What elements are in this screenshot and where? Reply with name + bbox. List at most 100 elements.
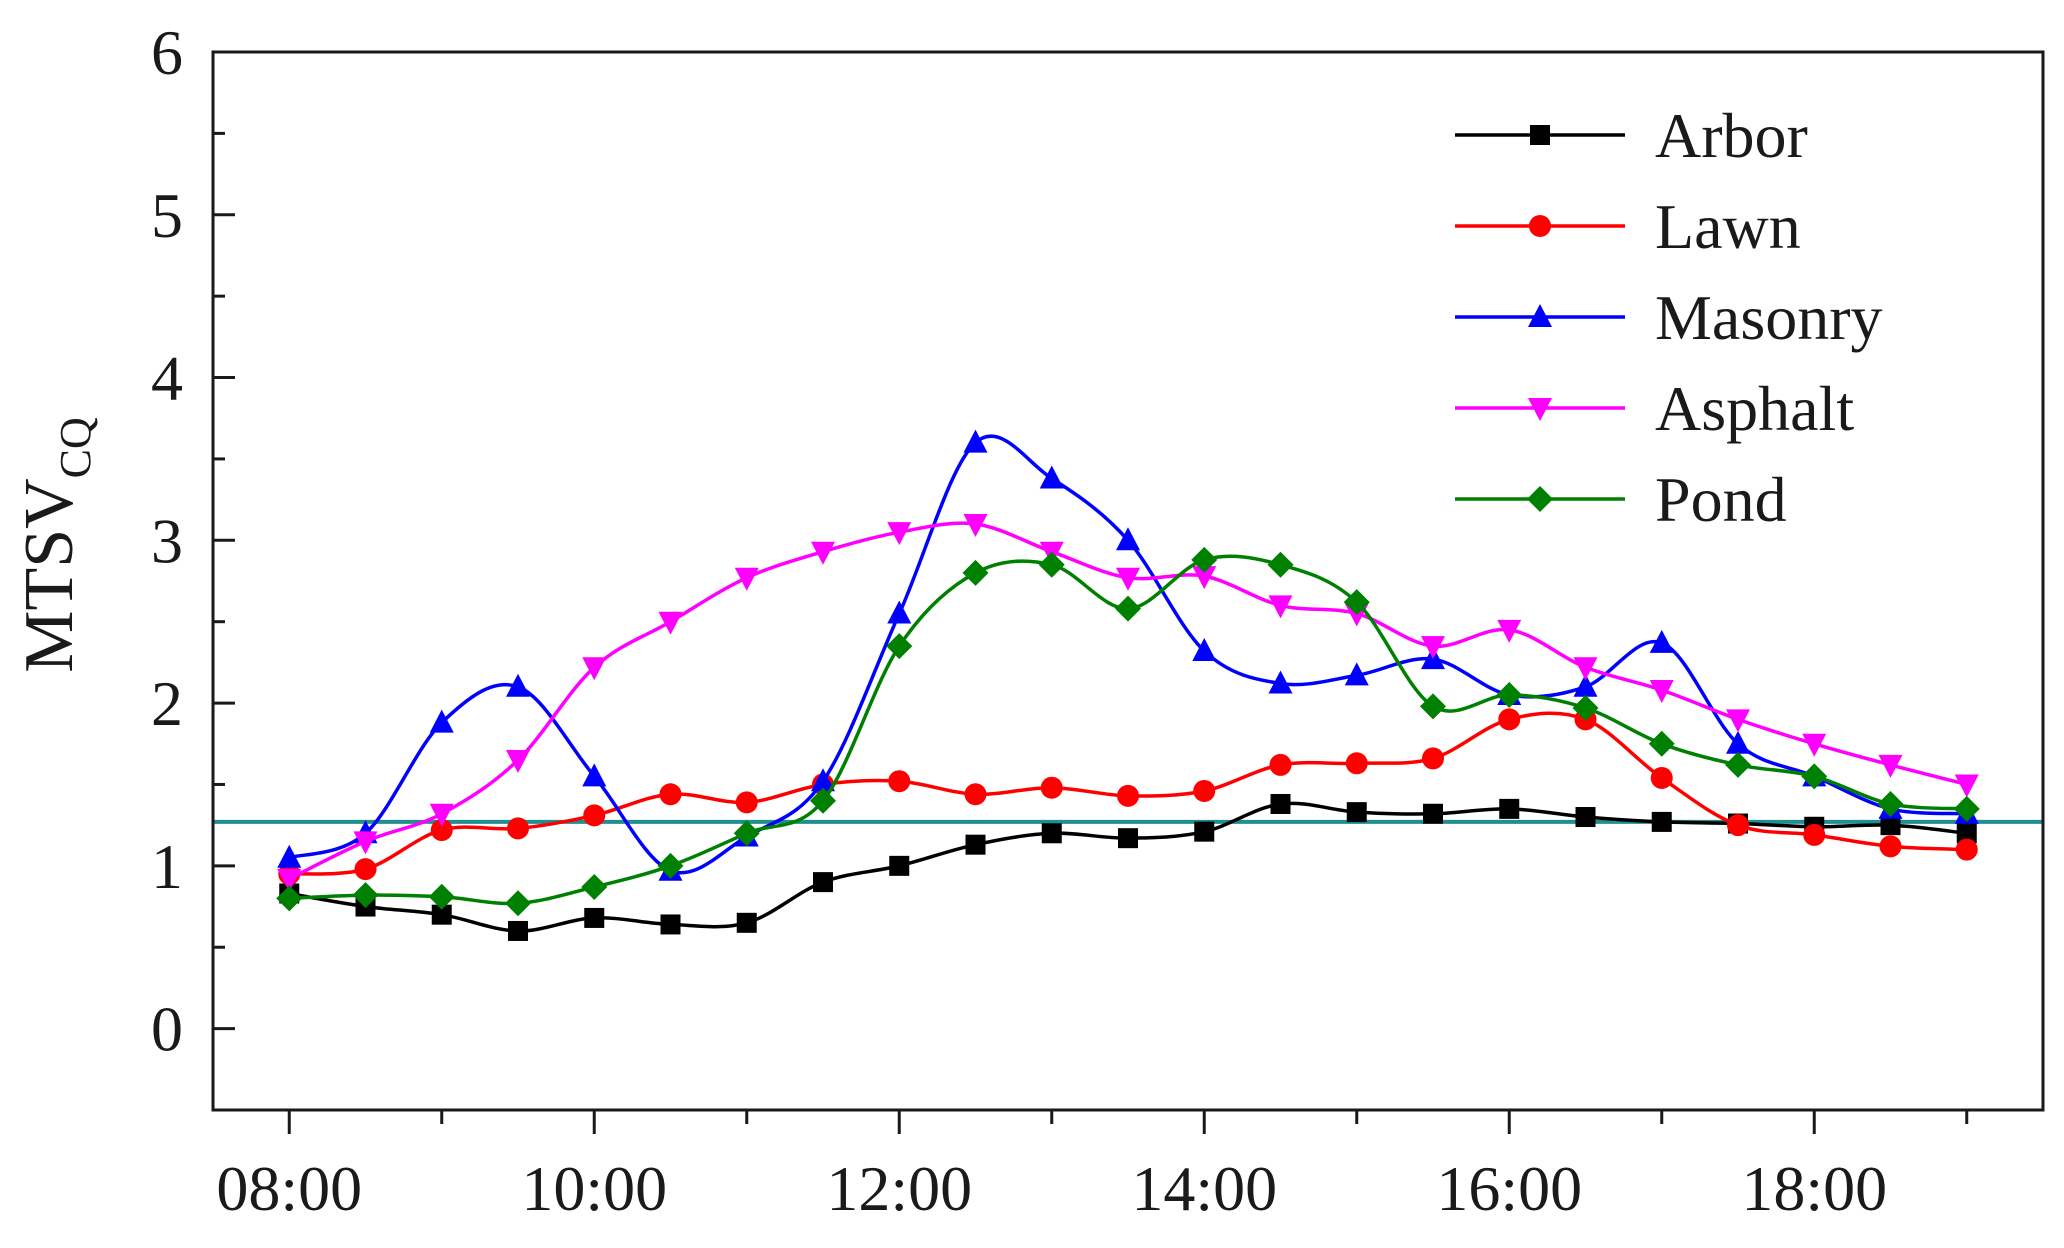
data-point-pond	[1496, 681, 1523, 708]
legend-label-masonry: Masonry	[1655, 282, 1883, 353]
data-point-pond	[657, 852, 684, 879]
x-tick-label: 10:00	[521, 1153, 667, 1224]
data-point-arbor	[1880, 815, 1901, 836]
data-point-asphalt	[1116, 567, 1140, 591]
data-point-asphalt	[1497, 619, 1522, 643]
data-point-pond	[1191, 546, 1218, 573]
data-point-lawn	[1193, 779, 1216, 802]
legend-marker-pond	[1527, 486, 1553, 512]
data-point-masonry	[1573, 673, 1598, 697]
data-point-arbor	[1956, 823, 1977, 844]
y-tick-label: 3	[151, 505, 183, 576]
data-point-asphalt	[1649, 680, 1674, 704]
data-point-asphalt	[734, 567, 759, 591]
data-point-pond	[1343, 589, 1370, 616]
data-point-pond	[886, 633, 913, 660]
series-lawn	[278, 708, 1978, 885]
data-point-asphalt	[1268, 595, 1293, 619]
y-tick-label: 2	[151, 668, 183, 739]
series-pond	[276, 546, 1980, 917]
data-point-asphalt	[1878, 754, 1903, 778]
data-point-pond	[505, 890, 531, 917]
data-point-pond	[1572, 694, 1599, 721]
data-point-asphalt	[277, 868, 302, 892]
data-point-arbor	[1499, 798, 1520, 819]
data-point-asphalt	[963, 514, 988, 538]
data-point-lawn	[1040, 776, 1063, 799]
data-point-pond	[1953, 795, 1980, 822]
legend: Arbor Lawn Masonry Asphalt Pond	[1455, 100, 1883, 535]
legend-label-pond: Pond	[1655, 464, 1787, 535]
data-point-asphalt	[506, 750, 530, 774]
legend-item-asphalt: Asphalt	[1455, 373, 1854, 444]
data-point-masonry	[1344, 662, 1369, 686]
data-point-lawn	[1650, 766, 1673, 789]
data-point-pond	[1648, 730, 1675, 757]
data-point-pond	[1115, 595, 1141, 622]
data-point-pond	[352, 882, 379, 909]
data-point-asphalt	[1192, 566, 1217, 590]
data-point-pond	[1725, 751, 1751, 778]
legend-label-lawn: Lawn	[1655, 191, 1801, 262]
series-arbor	[279, 793, 1977, 941]
data-point-pond	[1267, 551, 1294, 578]
data-point-lawn	[430, 819, 453, 842]
data-point-asphalt	[353, 831, 378, 855]
x-tick-label: 08:00	[216, 1153, 362, 1224]
data-point-pond	[733, 820, 760, 847]
data-point-lawn	[735, 791, 758, 814]
data-point-arbor	[584, 907, 605, 928]
legend-marker-masonry	[1528, 304, 1552, 327]
data-point-lawn	[507, 817, 529, 840]
data-point-arbor	[1194, 821, 1215, 842]
data-point-pond	[1877, 790, 1904, 817]
y-tick-label: 6	[151, 17, 183, 88]
data-point-masonry	[277, 844, 302, 868]
data-point-pond	[428, 883, 455, 910]
data-point-arbor	[1651, 811, 1672, 832]
data-point-pond	[581, 874, 608, 901]
data-point-lawn	[1498, 708, 1521, 731]
data-point-masonry	[1649, 629, 1674, 653]
legend-marker-lawn	[1529, 215, 1551, 237]
data-point-pond	[1038, 551, 1065, 578]
data-point-lawn	[964, 783, 987, 806]
data-point-masonry	[811, 768, 835, 792]
legend-label-asphalt: Asphalt	[1655, 373, 1854, 444]
data-point-masonry	[1039, 465, 1064, 489]
data-point-asphalt	[658, 611, 683, 635]
series-line-asphalt	[288, 521, 1968, 881]
data-point-asphalt	[887, 522, 912, 546]
x-axis: 08:00 10:00 12:00 14:00 16:00 18:00	[216, 1110, 1969, 1224]
y-tick-label: 0	[151, 994, 183, 1065]
data-point-asphalt	[1802, 733, 1827, 757]
data-point-lawn	[1955, 838, 1978, 861]
data-point-pond	[1420, 693, 1446, 720]
legend-label-arbor: Arbor	[1655, 100, 1808, 171]
data-point-arbor	[1270, 793, 1291, 814]
data-point-masonry	[506, 673, 530, 697]
data-point-lawn	[1422, 747, 1444, 770]
legend-marker-arbor	[1530, 125, 1550, 145]
data-point-masonry	[429, 709, 454, 733]
data-point-arbor	[889, 855, 910, 876]
data-point-lawn	[1269, 753, 1292, 776]
legend-item-arbor: Arbor	[1455, 100, 1808, 171]
data-point-arbor	[1346, 802, 1367, 823]
data-point-masonry	[1192, 637, 1217, 661]
y-axis-title-subscript: CQ	[51, 417, 100, 478]
data-point-lawn	[1727, 814, 1749, 837]
y-axis-title-main: MTSV	[11, 478, 88, 672]
data-point-arbor	[1575, 807, 1596, 828]
legend-item-masonry: Masonry	[1455, 282, 1883, 353]
data-point-masonry	[1726, 730, 1750, 754]
data-point-asphalt	[1726, 709, 1750, 733]
data-point-arbor	[660, 914, 681, 935]
data-point-masonry	[1268, 670, 1293, 694]
data-point-pond	[962, 559, 989, 586]
data-point-arbor	[431, 904, 452, 925]
data-point-masonry	[1116, 527, 1140, 551]
data-point-lawn	[354, 858, 377, 881]
data-point-arbor	[736, 912, 757, 933]
data-point-lawn	[1879, 835, 1902, 858]
